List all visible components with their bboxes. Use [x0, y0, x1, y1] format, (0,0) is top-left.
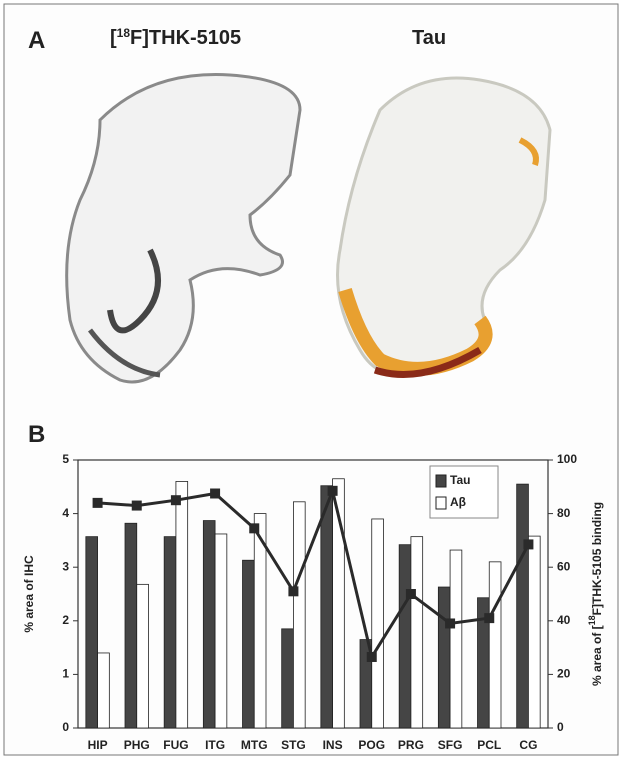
x-tick-label: FUG [163, 738, 188, 752]
y2-tick-label: 100 [557, 452, 577, 466]
label-superscript: 18 [587, 615, 597, 625]
y2-tick-label: 0 [557, 720, 564, 734]
line-marker [328, 486, 338, 496]
bar [528, 536, 540, 728]
legend-swatch [436, 475, 446, 487]
image-title: [18F]THK-5105 [110, 26, 241, 49]
line-marker [210, 489, 220, 499]
y-tick-label: 4 [62, 506, 69, 520]
bar [215, 534, 227, 728]
y-tick-label: 3 [62, 559, 69, 573]
legend-label: Aβ [450, 495, 466, 509]
bar [411, 537, 423, 728]
line-marker [171, 495, 181, 505]
x-tick-label: HIP [88, 738, 108, 752]
y2-tick-label: 60 [557, 559, 571, 573]
bar [164, 537, 176, 728]
panel-label: B [28, 421, 45, 448]
line-marker [523, 539, 533, 549]
bar [137, 584, 149, 728]
line-marker [288, 586, 298, 596]
bar [450, 550, 462, 728]
bar [125, 523, 137, 728]
title-part: F]THK-5105 [130, 27, 241, 49]
line-marker [132, 501, 142, 511]
line-marker [406, 589, 416, 599]
y-tick-label: 0 [62, 720, 69, 734]
figure: A [18F]THK-5105 Tau B % area of IHC % ar… [0, 0, 622, 759]
x-tick-label: PCL [477, 738, 501, 752]
y2-tick-label: 80 [557, 506, 571, 520]
bar [372, 519, 384, 728]
y2-axis-label: % area of [18F]THK-5105 binding [587, 502, 604, 686]
bar [321, 486, 333, 728]
x-tick-label: PRG [398, 738, 424, 752]
bar [438, 587, 450, 728]
x-tick-label: SFG [438, 738, 463, 752]
y-tick-label: 2 [62, 613, 69, 627]
x-tick-label: PHG [124, 738, 150, 752]
title-superscript: 18 [117, 26, 131, 40]
x-tick-label: STG [281, 738, 306, 752]
legend-label: Tau [450, 473, 470, 487]
bar [282, 629, 294, 728]
line-marker [484, 613, 494, 623]
bar [176, 481, 188, 728]
x-tick-label: POG [358, 738, 385, 752]
label-part: % area of [ [590, 625, 604, 686]
x-tick-label: INS [323, 738, 343, 752]
x-tick-label: CG [519, 738, 537, 752]
legend-swatch [436, 497, 446, 509]
panel-label: A [28, 27, 45, 54]
line-marker [367, 652, 377, 662]
line-marker [249, 523, 259, 533]
y-axis-label: % area of IHC [22, 555, 36, 633]
bar [203, 521, 215, 728]
y-tick-label: 5 [62, 452, 69, 466]
y2-tick-label: 40 [557, 613, 571, 627]
bar [98, 653, 110, 728]
line-marker [93, 498, 103, 508]
bar [399, 545, 411, 728]
image-title: Tau [412, 27, 446, 49]
line-marker [445, 618, 455, 628]
y2-tick-label: 20 [557, 667, 571, 681]
bar [489, 562, 501, 728]
y-tick-label: 1 [62, 667, 69, 681]
label-part: F]THK-5105 binding [590, 502, 604, 615]
bar [293, 502, 305, 728]
x-tick-label: ITG [205, 738, 225, 752]
x-tick-label: MTG [241, 738, 268, 752]
bar [517, 484, 529, 728]
bar [243, 560, 255, 728]
bar [86, 537, 98, 728]
